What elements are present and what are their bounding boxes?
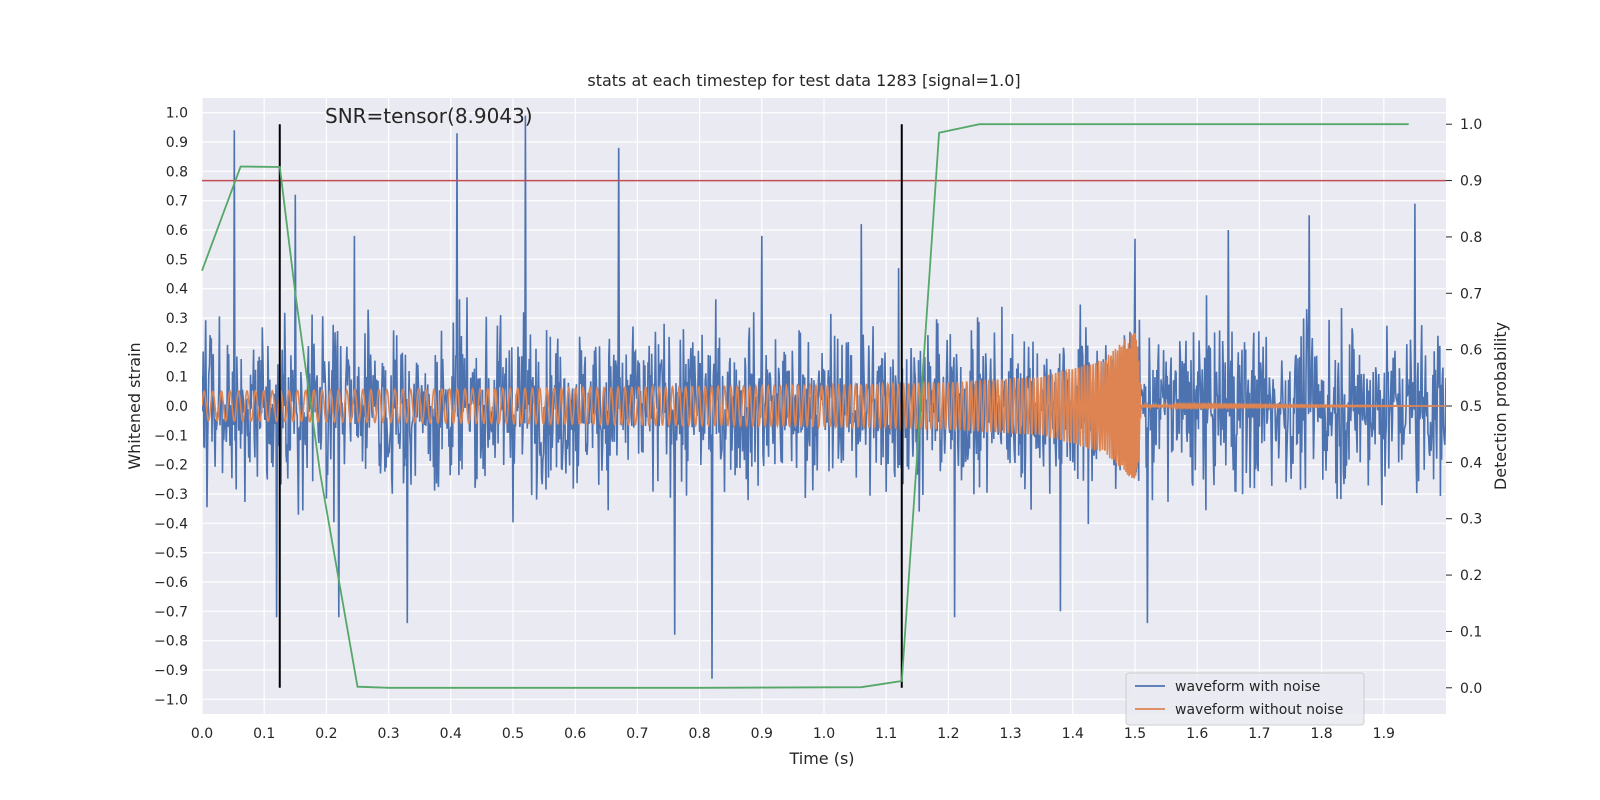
y-tick-label: 1.0 [166,106,188,122]
y-tick-label: −0.6 [154,575,188,591]
x-axis-ticks: 0.0 0.1 0.2 0.3 0.4 0.5 0.6 0.7 0.8 0.9 1.0 1.1 1.2 1… [191,726,1395,742]
x-tick-label: 1.1 [875,726,897,742]
y-tick-label: 0.6 [166,223,188,239]
legend-box [1125,672,1365,726]
x-tick-label: 0.0 [191,726,213,742]
x-tick-label: 0.9 [751,726,773,742]
y-tick-label: 0.1 [166,370,188,386]
y2-tick-label: 0.5 [1460,399,1482,415]
x-tick-label: 0.4 [440,726,462,742]
y-tick-label: 0.5 [166,252,188,268]
x-tick-label: 0.8 [688,726,710,742]
chart-title: stats at each timestep for test data 128… [587,71,1020,90]
x-tick-label: 0.2 [315,726,337,742]
x-tick-label: 1.2 [937,726,959,742]
y-tick-label: 0.8 [166,164,188,180]
marker-lines [278,124,903,688]
y-tick-label: 0.4 [166,282,188,298]
y2-tick-label: 1.0 [1460,117,1482,133]
y-tick-label: −0.3 [154,487,188,503]
x-tick-label: 1.0 [813,726,835,742]
y2-tick-label: 0.8 [1460,230,1482,246]
x-tick-label: 1.8 [1310,726,1332,742]
y-tick-label: 0.9 [166,135,188,151]
x-tick-label: 1.7 [1248,726,1270,742]
y2-tick-label: 0.6 [1460,343,1482,359]
y-tick-label: 0.7 [166,194,188,210]
x-tick-label: 0.3 [377,726,399,742]
x-tick-label: 1.3 [999,726,1021,742]
legend: waveform with noise waveform without noi… [1125,672,1365,726]
y2-tick-label: 0.7 [1460,286,1482,302]
x-tick-label: 1.5 [1124,726,1146,742]
y-tick-label: −0.4 [154,516,188,532]
y-tick-label: 0.3 [166,311,188,327]
y2-tick-label: 0.1 [1460,624,1482,640]
x-axis-label: Time (s) [788,749,854,768]
y-tick-label: −0.5 [154,546,188,562]
y2-tick-label: 0.4 [1460,455,1482,471]
x-tick-label: 1.4 [1062,726,1084,742]
y-tick-label: −0.2 [154,458,188,474]
x-tick-label: 1.6 [1186,726,1208,742]
y2-tick-label: 0.3 [1460,512,1482,528]
y-tick-label: 0.2 [166,340,188,356]
series-group [202,115,1446,679]
y-tick-label: −0.1 [154,428,188,444]
y2-axis-label: Detection probability [1491,322,1510,490]
y-tick-label: 0.0 [166,399,188,415]
series-line-detection-probability [201,123,1409,689]
y-tick-label: −1.0 [154,692,188,708]
y-tick-label: −0.9 [154,663,188,679]
y-axis-label: Whitened strain [125,342,144,469]
y2-tick-label: 0.9 [1460,174,1482,190]
y-tick-label: −0.8 [154,634,188,650]
x-tick-label: 1.9 [1373,726,1395,742]
legend-label-clean: waveform without noise [1175,702,1343,718]
x-tick-label: 0.6 [564,726,586,742]
y2-axis-ticks: 1.0 0.9 0.8 0.7 0.6 0.5 0.4 0.3 0.2 0.1 0.0 [1446,117,1482,697]
legend-label-noisy: waveform with noise [1175,679,1320,695]
x-tick-label: 0.5 [502,726,524,742]
series-line-waveform-without-noise [202,332,1446,479]
y2-tick-label: 0.0 [1460,681,1482,697]
y-axis-ticks: 1.0 0.9 0.8 0.7 0.6 0.5 0.4 0.3 0.2 0.1 0.0 −0.1 −0.… [154,106,188,709]
y2-tick-label: 0.2 [1460,568,1482,584]
x-tick-label: 0.1 [253,726,275,742]
snr-annotation: SNR=tensor(8.9043) [325,104,533,128]
x-tick-label: 0.7 [626,726,648,742]
y-tick-label: −0.7 [154,604,188,620]
